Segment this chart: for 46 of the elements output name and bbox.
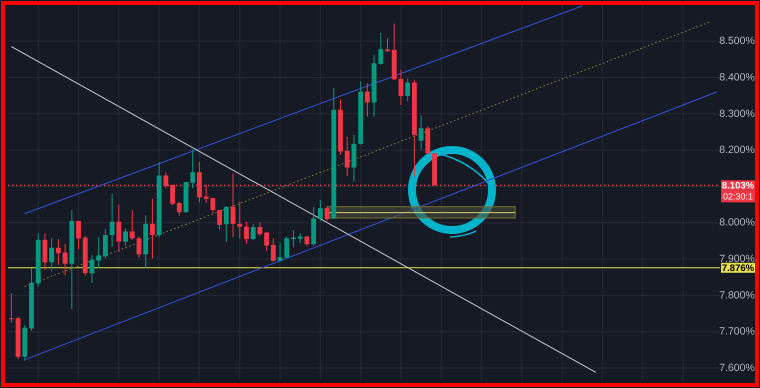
candlestick bbox=[123, 228, 128, 246]
candlestick bbox=[136, 236, 142, 258]
candlestick bbox=[176, 201, 182, 216]
y-tick-label: 8.200% bbox=[719, 144, 755, 156]
candlestick bbox=[291, 230, 296, 248]
candlestick bbox=[278, 242, 282, 262]
y-tick-label: 8.300% bbox=[719, 108, 755, 120]
candlestick bbox=[110, 194, 115, 248]
candlestick bbox=[318, 199, 323, 222]
candlestick bbox=[190, 149, 196, 189]
candlestick bbox=[244, 221, 249, 244]
ref-line-label: 7.876% bbox=[722, 263, 755, 274]
y-tick-label: 7.900% bbox=[719, 253, 755, 266]
candlestick bbox=[224, 206, 229, 242]
candlestick bbox=[130, 210, 135, 240]
text: 02:30:1 bbox=[722, 191, 754, 202]
y-tick-label: 7.800% bbox=[719, 289, 755, 302]
candlestick bbox=[49, 238, 54, 272]
candlestick bbox=[102, 228, 108, 259]
candlestick bbox=[96, 236, 102, 269]
candlestick bbox=[250, 224, 256, 241]
candlestick bbox=[116, 204, 122, 252]
candlestick bbox=[284, 236, 290, 259]
candlestick bbox=[352, 134, 356, 182]
candlestick bbox=[217, 210, 222, 230]
y-tick-label: 7.600% bbox=[719, 362, 755, 374]
candlestick bbox=[385, 38, 390, 52]
ref-line-label: 8.103% bbox=[722, 180, 755, 192]
candlestick bbox=[42, 232, 48, 270]
candlestick bbox=[210, 198, 216, 214]
candlestick bbox=[324, 206, 330, 222]
candlestick bbox=[344, 136, 350, 176]
candlestick bbox=[398, 69, 404, 106]
candlestick bbox=[405, 78, 410, 102]
candlestick bbox=[76, 220, 81, 250]
candlestick bbox=[378, 32, 384, 66]
candlestick bbox=[150, 198, 155, 259]
candlestick bbox=[364, 82, 370, 118]
candlestick bbox=[418, 115, 424, 150]
y-tick-label: 8.000% bbox=[719, 216, 755, 229]
y-tick-label: 7.700% bbox=[719, 326, 755, 338]
candlestick bbox=[90, 254, 94, 284]
candlestick bbox=[270, 238, 276, 262]
candlestick bbox=[304, 235, 310, 246]
y-tick-label: 8.400% bbox=[719, 71, 755, 84]
y-tick-label: 8.500% bbox=[719, 35, 755, 48]
